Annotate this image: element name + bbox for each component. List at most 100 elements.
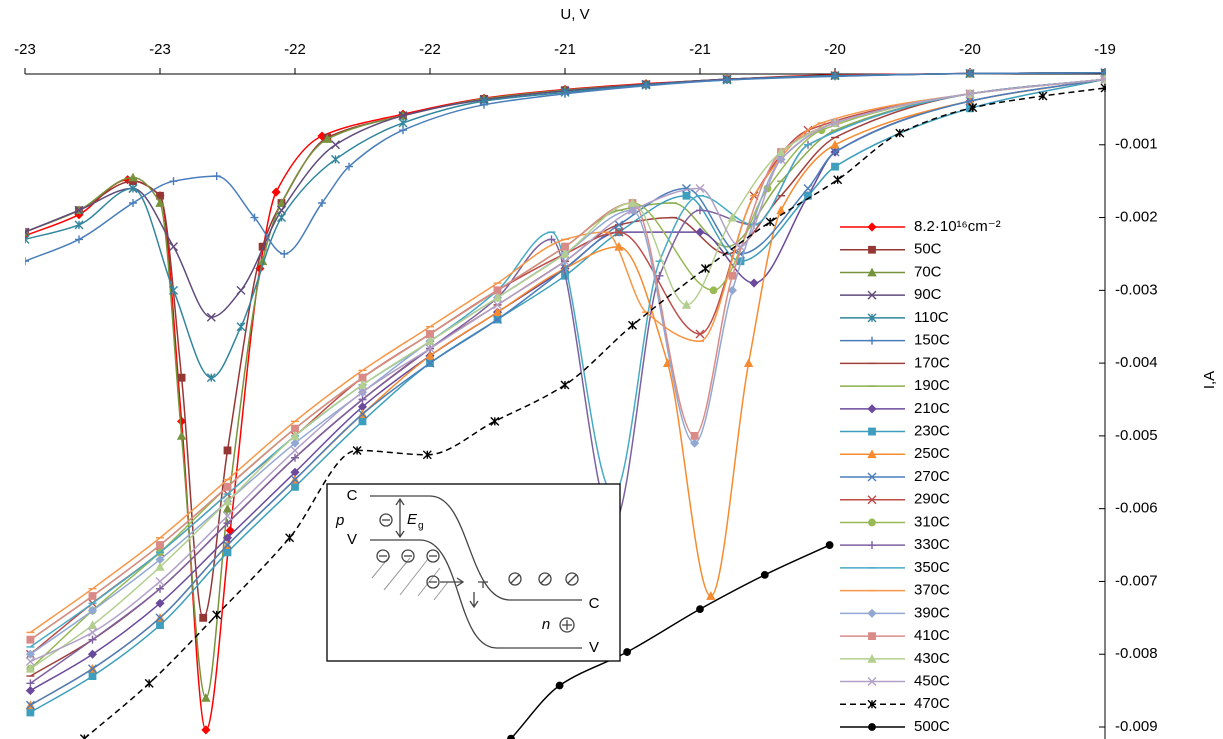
marker (88, 672, 97, 680)
legend-label: 310C (914, 513, 950, 530)
inset-diagram: C p V E g C n V (326, 483, 621, 662)
marker (74, 205, 84, 215)
marker (628, 320, 637, 330)
x-tick-label: -20 (959, 41, 981, 58)
inset-label: E (407, 511, 418, 528)
inset-label: V (347, 531, 357, 548)
marker (831, 162, 839, 171)
x-tick-label: -22 (284, 41, 306, 58)
legend-label: 70C (914, 263, 942, 280)
marker (144, 678, 154, 688)
marker (169, 285, 178, 295)
gap-arrow (395, 497, 405, 539)
legend-label: 150C (914, 332, 950, 349)
marker (727, 212, 738, 222)
transition-arrows (440, 577, 488, 609)
marker (690, 431, 699, 440)
marker (803, 183, 813, 193)
marker (290, 445, 300, 455)
y-tick-label: -0.005 (1115, 427, 1158, 444)
legend-label: 470C (914, 695, 950, 712)
marker (555, 681, 564, 690)
marker (276, 198, 287, 207)
marker (25, 227, 30, 237)
y-tick-label: -0.004 (1115, 354, 1158, 371)
marker (223, 482, 232, 491)
legend-label: 330C (914, 536, 950, 553)
marker (398, 118, 408, 128)
x-tick-label: -23 (149, 41, 171, 58)
marker (280, 249, 289, 258)
x-axis-title: U, V (560, 6, 589, 23)
y-tick-label: -0.007 (1115, 572, 1158, 589)
y-tick-label: -0.006 (1115, 500, 1158, 517)
series-line (83, 87, 1106, 739)
x-tick-label: -21 (689, 41, 711, 58)
marker (212, 172, 221, 181)
marker (560, 249, 570, 258)
marker (709, 286, 718, 295)
y-tick-label: -0.003 (1115, 281, 1158, 298)
marker (79, 734, 89, 739)
marker (290, 431, 300, 440)
marker (358, 387, 367, 397)
marker (285, 533, 295, 543)
marker (199, 613, 208, 622)
marker (169, 177, 178, 186)
marker (547, 235, 556, 244)
marker (695, 329, 705, 339)
marker (493, 286, 502, 295)
marker (223, 548, 232, 557)
marker (425, 358, 435, 368)
marker (426, 330, 434, 338)
marker (776, 154, 786, 164)
marker (490, 416, 500, 426)
marker (129, 199, 137, 207)
marker (623, 648, 632, 656)
marker (155, 598, 165, 608)
legend-label: 190C (914, 377, 950, 394)
marker (968, 103, 978, 113)
marker (236, 322, 246, 332)
marker (895, 128, 905, 138)
marker (425, 350, 435, 360)
legend-marker (868, 541, 876, 550)
marker (88, 664, 97, 674)
marker (212, 610, 222, 620)
series-line (510, 544, 830, 739)
marker (25, 663, 36, 673)
legend-marker (867, 495, 877, 505)
x-tick-label: -20 (824, 41, 846, 58)
y-tick-label: -0.009 (1115, 718, 1158, 735)
marker (560, 264, 570, 273)
marker (155, 613, 165, 623)
marker (627, 198, 638, 207)
marker (965, 89, 975, 99)
x-tick-label: -21 (554, 41, 576, 58)
y-tick-label: -0.008 (1115, 645, 1158, 662)
plot-area (25, 67, 1106, 739)
legend-marker (868, 632, 876, 640)
marker (966, 69, 974, 78)
marker (700, 264, 710, 273)
marker (88, 635, 97, 644)
legend-label: 230C (914, 423, 950, 440)
inset-label: C (347, 487, 358, 504)
marker (425, 336, 435, 346)
legend-marker (868, 427, 876, 436)
legend-label: 290C (914, 491, 950, 508)
inset-frame (326, 483, 621, 662)
legend-marker (867, 472, 877, 482)
legend-marker (868, 723, 876, 731)
marker (749, 278, 759, 288)
marker (206, 312, 216, 322)
marker (706, 591, 716, 600)
legend-marker (868, 518, 876, 527)
marker (25, 649, 35, 659)
legend-label: 500C (914, 718, 950, 735)
marker (831, 72, 839, 81)
marker (26, 708, 35, 717)
marker (492, 307, 503, 317)
marker (614, 220, 624, 230)
marker (358, 373, 367, 382)
